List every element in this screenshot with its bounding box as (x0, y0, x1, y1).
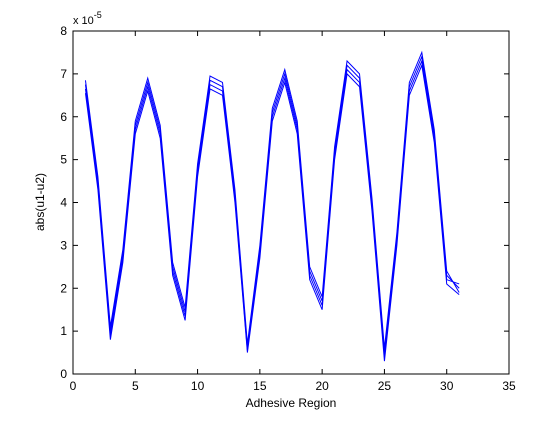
x-tick-label: 5 (132, 379, 139, 393)
y-tick-label: 5 (60, 153, 67, 167)
y-tick-label: 2 (60, 281, 67, 295)
y-tick-label: 4 (60, 196, 67, 210)
x-tick-label: 25 (378, 379, 392, 393)
x-tick-label: 30 (440, 379, 454, 393)
x-tick-label: 0 (70, 379, 77, 393)
y-exponent-label: x 10-5 (73, 10, 102, 27)
series-layer (84, 50, 460, 362)
y-tick-label: 3 (60, 238, 67, 252)
y-tick-label: 7 (60, 67, 67, 81)
x-tick-label: 35 (502, 379, 516, 393)
ticks-layer: 0 5 10 15 20 25 30 35 0 1 2 3 4 5 6 7 8 (60, 24, 516, 393)
series-line-4 (84, 63, 460, 362)
plot-area (73, 31, 509, 374)
y-axis-label: abs(u1-u2) (33, 173, 47, 231)
y-tick-label: 1 (60, 324, 67, 338)
y-tick-label: 6 (60, 110, 67, 124)
y-tick-label: 8 (60, 24, 67, 38)
y-tick-label: 0 (60, 367, 67, 381)
x-tick-label: 10 (191, 379, 205, 393)
x-tick-label: 20 (315, 379, 329, 393)
x-axis-label: Adhesive Region (246, 396, 337, 410)
x-tick-label: 15 (253, 379, 267, 393)
